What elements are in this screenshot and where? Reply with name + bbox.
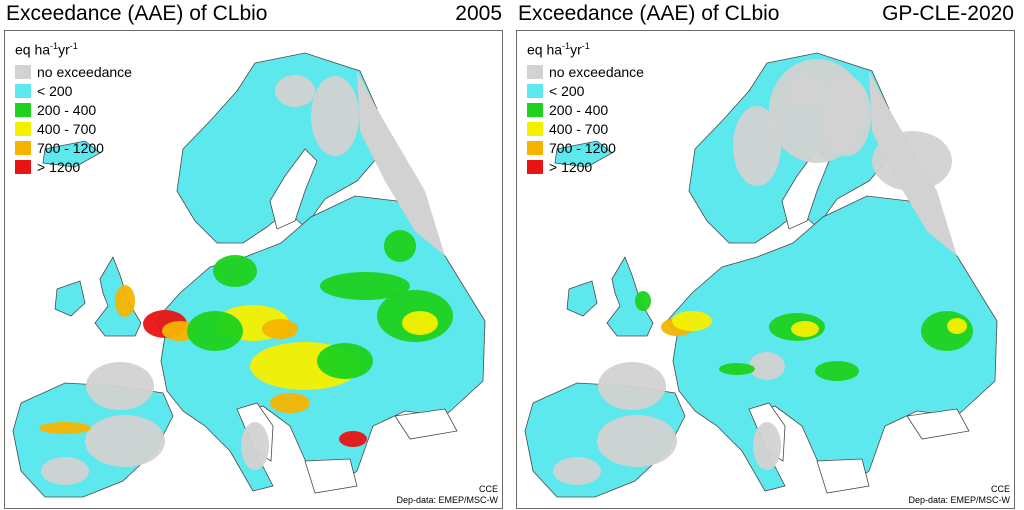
legend-item-400-700: 400 - 700 <box>527 120 644 139</box>
no-exceedance-area <box>753 422 781 470</box>
exceedance-area <box>213 255 257 287</box>
map-title: Exceedance (AAE) of CLbio <box>518 2 780 25</box>
exceedance-area <box>320 272 410 300</box>
no-exceedance-area <box>597 415 677 467</box>
legend-unit: eq ha-1yr-1 <box>527 41 590 58</box>
legend-swatch <box>15 65 31 80</box>
legend-swatch <box>15 141 31 156</box>
map-frame: eq ha-1yr-1 no exceedance < 200 200 - 40… <box>4 30 503 509</box>
legend-swatch <box>15 103 31 118</box>
exceedance-area <box>115 285 135 317</box>
legend-swatch <box>15 84 31 99</box>
legend-swatch <box>15 122 31 137</box>
land-region-5 <box>42 140 101 168</box>
exceedance-area <box>672 311 712 331</box>
exceedance-area <box>635 291 651 311</box>
no-exceedance-area <box>311 76 359 156</box>
sea-area-2 <box>816 458 870 494</box>
legend-item-200-400: 200 - 400 <box>527 101 644 120</box>
exceedance-area <box>384 230 416 262</box>
exceedance-area <box>947 318 967 334</box>
exceedance-area <box>262 319 298 339</box>
map-panel-2005: Exceedance (AAE) of CLbio 2005 eq ha-1yr… <box>4 0 506 510</box>
no-exceedance-area <box>41 457 89 485</box>
no-exceedance-area <box>598 362 666 410</box>
legend-item-gt1200: > 1200 <box>527 158 644 177</box>
no-exceedance-area <box>769 59 865 163</box>
legend-swatch <box>527 65 543 80</box>
land-region-4 <box>54 280 86 317</box>
legend-swatch <box>527 122 543 137</box>
sea-area-2 <box>304 458 358 494</box>
exceedance-area <box>791 321 819 337</box>
map-frame: eq ha-1yr-1 no exceedance < 200 200 - 40… <box>516 30 1015 509</box>
legend-item-700-1200: 700 - 1200 <box>527 139 644 158</box>
exceedance-layer <box>39 75 453 485</box>
exceedance-area <box>270 393 310 413</box>
sea-area-3 <box>906 408 970 440</box>
credit-text: CCE Dep-data: EMEP/MSC-W <box>908 484 1010 505</box>
legend-swatch <box>15 160 31 175</box>
no-exceedance-area <box>733 106 781 186</box>
sea-area-3 <box>394 408 458 440</box>
no-exceedance-area <box>357 71 445 256</box>
scenario-label: 2005 <box>455 2 502 25</box>
no-exceedance-area <box>241 422 269 470</box>
no-exceedance-area <box>553 457 601 485</box>
no-exceedance-area <box>86 362 154 410</box>
sea-area-0 <box>781 148 830 230</box>
land-region-3 <box>606 256 654 337</box>
exceedance-area <box>921 311 973 351</box>
no-exceedance-area <box>85 415 165 467</box>
europe-map <box>524 52 998 498</box>
legend-swatch <box>527 160 543 175</box>
scenario-label: GP-CLE-2020 <box>882 2 1014 25</box>
exceedance-area <box>339 431 367 447</box>
legend-swatch <box>527 103 543 118</box>
legend-item-no-exceedance: no exceedance <box>15 63 132 82</box>
legend-swatch <box>527 84 543 99</box>
legend-item-400-700: 400 - 700 <box>15 120 132 139</box>
legend-item-lt200: < 200 <box>15 82 132 101</box>
exceedance-area <box>815 361 859 381</box>
legend: eq ha-1yr-1 no exceedance < 200 200 - 40… <box>15 37 132 177</box>
no-exceedance-area <box>749 352 785 380</box>
exceedance-area <box>317 343 373 379</box>
no-exceedance-area <box>872 131 952 191</box>
exceedance-area <box>719 363 755 375</box>
exceedance-area <box>402 311 438 335</box>
map-title: Exceedance (AAE) of CLbio <box>6 2 268 25</box>
map-panel-gp-cle-2020: Exceedance (AAE) of CLbio GP-CLE-2020 eq… <box>516 0 1018 510</box>
legend-item-lt200: < 200 <box>527 82 644 101</box>
exceedance-area <box>39 422 91 434</box>
credit-text: CCE Dep-data: EMEP/MSC-W <box>396 484 498 505</box>
legend-unit: eq ha-1yr-1 <box>15 41 78 58</box>
exceedance-layer <box>553 59 973 485</box>
no-exceedance-area <box>275 75 315 107</box>
legend: eq ha-1yr-1 no exceedance < 200 200 - 40… <box>527 37 644 177</box>
legend-item-700-1200: 700 - 1200 <box>15 139 132 158</box>
land-region-5 <box>554 140 613 168</box>
land-region-4 <box>566 280 598 317</box>
legend-swatch <box>527 141 543 156</box>
legend-item-200-400: 200 - 400 <box>15 101 132 120</box>
sea-area-0 <box>269 148 318 230</box>
legend-item-gt1200: > 1200 <box>15 158 132 177</box>
europe-map <box>12 52 486 498</box>
exceedance-area <box>187 311 243 351</box>
legend-item-no-exceedance: no exceedance <box>527 63 644 82</box>
